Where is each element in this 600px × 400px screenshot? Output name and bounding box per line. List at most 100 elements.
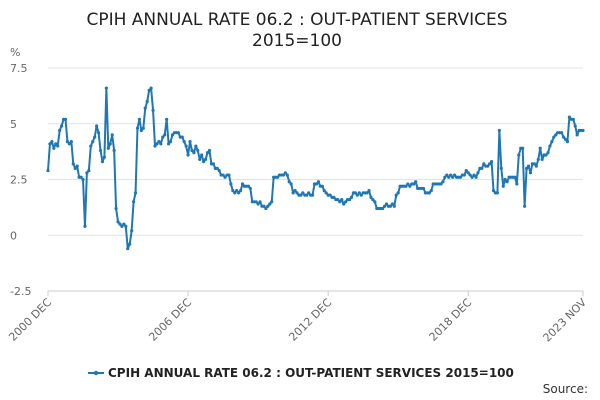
data-point-133[interactable] [305, 193, 309, 197]
data-point-205[interactable] [445, 173, 449, 177]
data-point-7[interactable] [60, 124, 64, 128]
data-point-69[interactable] [180, 135, 184, 139]
data-point-47[interactable] [137, 117, 142, 121]
data-point-185[interactable] [406, 182, 410, 186]
data-point-97[interactable] [235, 189, 239, 193]
data-point-38[interactable] [120, 224, 124, 228]
data-point-141[interactable] [320, 184, 324, 188]
data-point-252[interactable] [536, 157, 540, 162]
data-point-96[interactable] [233, 191, 237, 195]
data-point-254[interactable] [540, 157, 544, 162]
data-point-253[interactable] [538, 146, 542, 150]
data-point-0[interactable] [46, 168, 50, 173]
data-point-174[interactable] [384, 202, 389, 206]
data-point-10[interactable] [65, 139, 70, 144]
data-point-173[interactable] [382, 204, 387, 208]
data-point-221[interactable] [476, 171, 480, 175]
data-point-39[interactable] [122, 222, 126, 226]
data-point-104[interactable] [248, 186, 252, 191]
data-point-74[interactable] [190, 148, 194, 153]
data-point-60[interactable] [163, 133, 167, 137]
data-point-57[interactable] [157, 139, 161, 144]
data-point-63[interactable] [168, 139, 173, 144]
data-point-151[interactable] [340, 197, 344, 202]
data-point-250[interactable] [532, 162, 536, 166]
data-point-228[interactable] [489, 160, 494, 164]
data-point-37[interactable] [118, 222, 122, 226]
data-point-168[interactable] [373, 200, 377, 204]
data-point-27[interactable] [98, 148, 103, 153]
data-point-59[interactable] [161, 135, 165, 139]
data-point-272[interactable] [575, 133, 579, 137]
data-point-126[interactable] [291, 191, 295, 195]
data-point-245[interactable] [523, 204, 527, 208]
data-point-223[interactable] [480, 166, 484, 170]
data-point-67[interactable] [176, 131, 180, 135]
data-point-259[interactable] [550, 139, 554, 144]
data-point-172[interactable] [381, 206, 385, 211]
data-point-242[interactable] [517, 153, 521, 157]
data-point-4[interactable] [54, 142, 58, 146]
data-point-44[interactable] [131, 200, 136, 204]
data-point-143[interactable] [324, 191, 328, 195]
data-point-196[interactable] [427, 191, 431, 195]
data-point-53[interactable] [149, 86, 153, 90]
data-point-48[interactable] [139, 128, 143, 133]
data-point-81[interactable] [203, 157, 208, 162]
data-point-31[interactable] [106, 146, 110, 150]
data-point-1[interactable] [48, 142, 52, 146]
data-point-21[interactable] [87, 168, 91, 173]
data-point-5[interactable] [56, 144, 60, 148]
data-point-234[interactable] [501, 184, 505, 188]
data-point-6[interactable] [58, 128, 62, 133]
data-point-158[interactable] [353, 191, 357, 195]
data-point-72[interactable] [186, 153, 190, 157]
data-point-235[interactable] [503, 177, 507, 182]
data-point-50[interactable] [143, 106, 147, 110]
data-point-136[interactable] [310, 193, 315, 197]
data-point-111[interactable] [262, 204, 266, 208]
data-point-41[interactable] [126, 247, 130, 251]
data-point-100[interactable] [240, 182, 245, 186]
data-point-79[interactable] [200, 153, 204, 157]
data-point-226[interactable] [486, 164, 490, 168]
data-point-121[interactable] [281, 173, 285, 177]
data-point-80[interactable] [202, 160, 206, 164]
data-point-45[interactable] [133, 191, 138, 195]
data-point-34[interactable] [112, 148, 116, 153]
data-point-179[interactable] [394, 193, 398, 197]
data-point-155[interactable] [347, 197, 352, 202]
data-point-124[interactable] [287, 180, 291, 184]
data-point-216[interactable] [466, 171, 470, 175]
data-point-87[interactable] [215, 166, 219, 170]
data-point-36[interactable] [116, 220, 120, 224]
data-point-256[interactable] [544, 153, 548, 157]
data-point-62[interactable] [167, 142, 171, 146]
data-point-94[interactable] [229, 182, 233, 186]
data-point-232[interactable] [497, 128, 501, 133]
data-point-54[interactable] [151, 108, 155, 112]
data-point-165[interactable] [367, 189, 371, 193]
data-point-203[interactable] [441, 180, 445, 184]
data-point-19[interactable] [83, 224, 87, 228]
data-point-241[interactable] [515, 182, 519, 186]
data-point-156[interactable] [349, 195, 354, 199]
data-point-113[interactable] [266, 204, 270, 208]
data-point-177[interactable] [390, 202, 394, 206]
data-point-77[interactable] [196, 148, 200, 153]
data-point-2[interactable] [50, 139, 54, 144]
data-point-83[interactable] [207, 148, 212, 153]
data-point-224[interactable] [482, 162, 486, 166]
data-point-24[interactable] [93, 135, 97, 139]
data-point-85[interactable] [211, 162, 215, 166]
data-point-17[interactable] [79, 175, 83, 179]
data-point-73[interactable] [188, 139, 192, 144]
data-point-193[interactable] [421, 186, 426, 191]
data-point-18[interactable] [81, 177, 85, 182]
data-point-43[interactable] [130, 229, 134, 233]
data-point-78[interactable] [198, 157, 202, 162]
data-point-266[interactable] [563, 137, 568, 141]
data-point-142[interactable] [322, 189, 326, 193]
data-point-227[interactable] [488, 162, 492, 166]
data-point-197[interactable] [429, 189, 433, 193]
